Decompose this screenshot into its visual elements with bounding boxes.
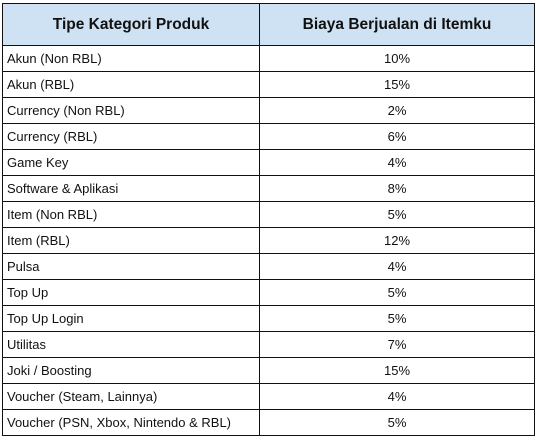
category-cell: Akun (RBL) xyxy=(2,71,260,98)
table-row: Top Up Login 5% xyxy=(2,305,535,332)
fee-cell: 5% xyxy=(259,305,535,332)
table-row: Currency (RBL) 6% xyxy=(2,123,535,150)
category-cell: Currency (Non RBL) xyxy=(2,97,260,124)
category-cell: Top Up xyxy=(2,279,260,306)
table-row: Item (Non RBL) 5% xyxy=(2,201,535,228)
fee-cell: 12% xyxy=(259,227,535,254)
fee-cell: 4% xyxy=(259,253,535,280)
table-row: Game Key 4% xyxy=(2,149,535,176)
fee-table-body: Akun (Non RBL) 10% Akun (RBL) 15% Curren… xyxy=(2,45,535,436)
fee-cell: 6% xyxy=(259,123,535,150)
table-row: Item (RBL) 12% xyxy=(2,227,535,254)
fee-cell: 5% xyxy=(259,279,535,306)
fee-cell: 4% xyxy=(259,383,535,410)
fee-cell: 8% xyxy=(259,175,535,202)
fee-cell: 4% xyxy=(259,149,535,176)
category-cell: Item (RBL) xyxy=(2,227,260,254)
fee-cell: 15% xyxy=(259,71,535,98)
category-cell: Item (Non RBL) xyxy=(2,201,260,228)
fee-cell: 5% xyxy=(259,201,535,228)
category-cell: Top Up Login xyxy=(2,305,260,332)
table-row: Software & Aplikasi 8% xyxy=(2,175,535,202)
fee-table-header: Tipe Kategori Produk Biaya Berjualan di … xyxy=(2,3,535,46)
header-row: Tipe Kategori Produk Biaya Berjualan di … xyxy=(2,3,535,46)
table-row: Voucher (Steam, Lainnya) 4% xyxy=(2,383,535,410)
category-cell: Voucher (Steam, Lainnya) xyxy=(2,383,260,410)
category-cell: Joki / Boosting xyxy=(2,357,260,384)
fee-table: Tipe Kategori Produk Biaya Berjualan di … xyxy=(2,3,535,436)
category-cell: Utilitas xyxy=(2,331,260,358)
category-cell: Akun (Non RBL) xyxy=(2,45,260,72)
table-row: Top Up 5% xyxy=(2,279,535,306)
header-fee: Biaya Berjualan di Itemku xyxy=(259,3,535,46)
fee-cell: 10% xyxy=(259,45,535,72)
header-category: Tipe Kategori Produk xyxy=(2,3,260,46)
fee-cell: 7% xyxy=(259,331,535,358)
table-row: Akun (RBL) 15% xyxy=(2,71,535,98)
category-cell: Pulsa xyxy=(2,253,260,280)
fee-cell: 15% xyxy=(259,357,535,384)
table-row: Utilitas 7% xyxy=(2,331,535,358)
table-row: Akun (Non RBL) 10% xyxy=(2,45,535,72)
category-cell: Game Key xyxy=(2,149,260,176)
table-row: Joki / Boosting 15% xyxy=(2,357,535,384)
fee-cell: 5% xyxy=(259,409,535,436)
category-cell: Voucher (PSN, Xbox, Nintendo & RBL) xyxy=(2,409,260,436)
fee-cell: 2% xyxy=(259,97,535,124)
table-row: Pulsa 4% xyxy=(2,253,535,280)
table-row: Voucher (PSN, Xbox, Nintendo & RBL) 5% xyxy=(2,409,535,436)
category-cell: Software & Aplikasi xyxy=(2,175,260,202)
category-cell: Currency (RBL) xyxy=(2,123,260,150)
table-row: Currency (Non RBL) 2% xyxy=(2,97,535,124)
